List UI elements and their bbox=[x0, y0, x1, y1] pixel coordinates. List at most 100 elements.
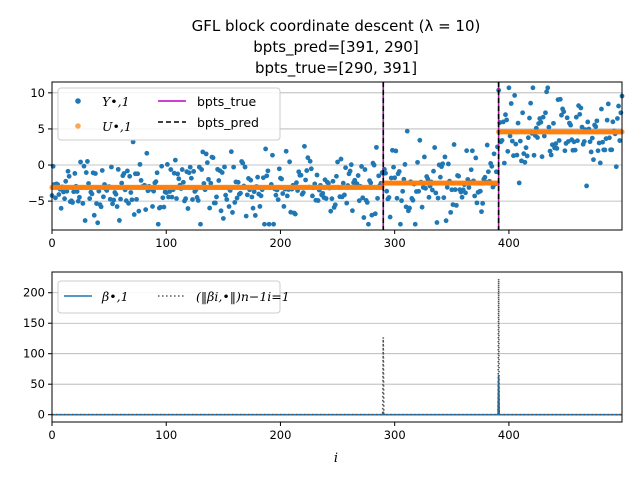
y-point bbox=[126, 200, 131, 206]
y-point bbox=[553, 141, 559, 147]
y-point bbox=[65, 168, 71, 174]
y-point bbox=[523, 145, 529, 151]
y-point bbox=[226, 204, 232, 209]
y-point bbox=[72, 171, 78, 176]
y-point bbox=[388, 175, 394, 181]
y-point bbox=[588, 149, 594, 155]
y-point bbox=[559, 112, 564, 118]
y-point bbox=[541, 133, 547, 139]
y-point bbox=[426, 194, 432, 200]
y-point bbox=[407, 205, 412, 211]
y-point bbox=[129, 197, 135, 203]
y-point bbox=[423, 185, 428, 191]
y-point bbox=[191, 168, 197, 174]
y-point bbox=[546, 124, 552, 130]
y-point bbox=[335, 159, 340, 165]
y-point bbox=[516, 180, 522, 186]
y-point bbox=[160, 195, 166, 201]
y-point bbox=[204, 160, 210, 166]
y-point bbox=[195, 198, 201, 203]
y-point bbox=[594, 118, 600, 124]
y-point bbox=[334, 173, 339, 179]
y-point bbox=[575, 138, 580, 144]
y-point bbox=[251, 189, 257, 195]
y-point bbox=[271, 221, 277, 227]
y-point bbox=[572, 147, 578, 153]
y-point bbox=[508, 101, 514, 106]
y-point bbox=[159, 163, 165, 169]
chart-title-line-1: GFL block coordinate descent (λ = 10) bbox=[192, 17, 481, 35]
y-point bbox=[410, 197, 416, 203]
y-point bbox=[342, 192, 347, 198]
y-point bbox=[429, 187, 435, 193]
y-point bbox=[303, 177, 308, 183]
y-point bbox=[228, 149, 234, 155]
y-point bbox=[63, 178, 69, 184]
y-point bbox=[456, 173, 462, 179]
legend-label-u: U•,1 bbox=[102, 119, 132, 134]
y-point bbox=[252, 213, 258, 218]
y-point bbox=[548, 152, 554, 158]
chart-title-line-2: bpts_pred=[391, 290] bbox=[253, 38, 418, 57]
y-point bbox=[434, 220, 440, 225]
y-point bbox=[442, 154, 448, 160]
y-point bbox=[375, 195, 380, 201]
legend-label-y: Y•,1 bbox=[102, 94, 130, 109]
y-point bbox=[425, 176, 431, 182]
y-point bbox=[593, 124, 599, 130]
y-point bbox=[393, 148, 399, 154]
y-point bbox=[538, 119, 544, 125]
y-point bbox=[315, 198, 321, 203]
y-point bbox=[287, 159, 292, 165]
y-point bbox=[400, 188, 406, 194]
y-point bbox=[386, 195, 392, 200]
bottom-x-tick-label: 100 bbox=[155, 428, 177, 442]
legend-marker-u bbox=[75, 123, 81, 129]
y-point bbox=[544, 89, 550, 95]
y-point bbox=[138, 177, 144, 183]
y-point bbox=[587, 139, 593, 145]
y-point bbox=[116, 218, 122, 223]
y-point bbox=[258, 193, 264, 199]
y-point bbox=[187, 164, 193, 170]
y-point bbox=[361, 215, 367, 220]
y-point bbox=[507, 133, 513, 139]
top-y-tick-label: −5 bbox=[28, 194, 45, 208]
bottom-x-axis-label: i bbox=[334, 451, 338, 466]
y-point bbox=[551, 120, 556, 126]
y-point bbox=[482, 174, 488, 180]
y-point bbox=[231, 164, 237, 170]
y-point bbox=[242, 164, 248, 170]
y-point bbox=[329, 196, 335, 202]
y-point bbox=[525, 135, 531, 141]
y-point bbox=[175, 171, 181, 177]
y-point bbox=[330, 178, 336, 184]
y-point bbox=[214, 194, 219, 200]
y-point bbox=[320, 190, 326, 196]
top-x-axis-ticks: 0 100 200 300 400 bbox=[48, 230, 520, 250]
y-point bbox=[164, 162, 170, 167]
y-point bbox=[118, 196, 123, 202]
y-point bbox=[257, 204, 263, 209]
y-point bbox=[585, 119, 591, 125]
y-point bbox=[86, 181, 91, 186]
y-point bbox=[238, 190, 243, 196]
y-point bbox=[250, 205, 256, 211]
y-point bbox=[255, 174, 261, 180]
y-point bbox=[302, 143, 307, 149]
y-point bbox=[521, 151, 527, 157]
y-point bbox=[263, 146, 269, 152]
y-point bbox=[283, 148, 289, 154]
bottom-x-axis-ticks: 0 100 200 300 400 bbox=[48, 422, 520, 442]
y-point bbox=[323, 196, 329, 201]
y-point bbox=[352, 177, 358, 183]
y-point bbox=[169, 194, 175, 200]
y-point bbox=[610, 119, 616, 125]
y-point bbox=[326, 180, 331, 186]
y-point bbox=[577, 111, 583, 117]
y-point bbox=[589, 135, 595, 141]
bottom-series bbox=[52, 278, 622, 416]
y-point bbox=[402, 162, 408, 167]
y-point bbox=[485, 169, 491, 175]
y-point bbox=[383, 170, 388, 176]
